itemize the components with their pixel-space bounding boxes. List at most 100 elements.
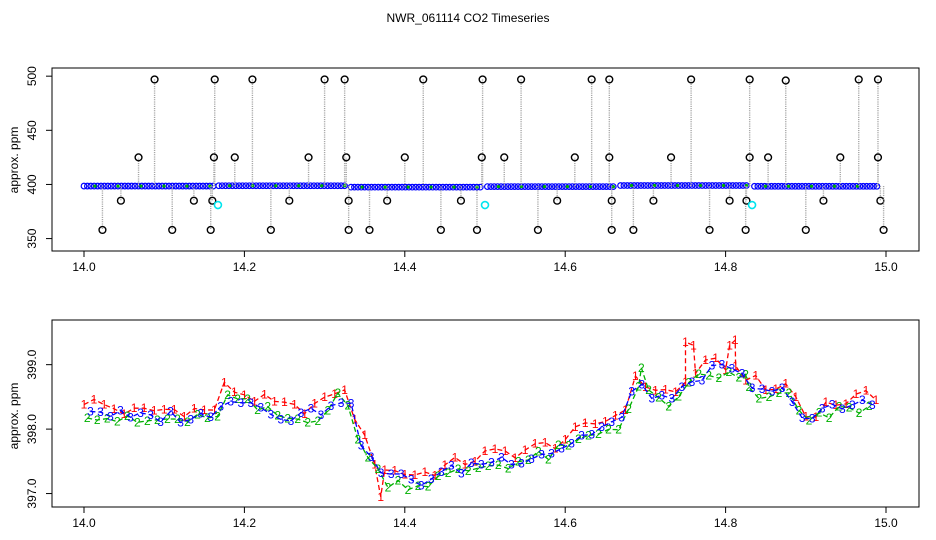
series-1-marker: 1 [562,433,569,447]
series-1-marker: 1 [642,380,649,394]
spike-point [116,196,125,205]
series-3-marker: 3 [598,420,605,434]
series-1-marker: 1 [411,468,418,482]
spike-point [472,225,482,235]
series-2-marker: 2 [234,392,241,406]
series-2-marker: 2 [455,462,462,476]
series-2-marker: 2 [766,390,773,404]
series-1-marker: 1 [542,436,549,450]
baseline-point [436,183,443,191]
baseline-point [334,182,342,190]
series-2-marker: 2 [224,388,231,402]
baseline-point [657,182,665,189]
baseline-point [555,183,563,191]
series-3-marker: 3 [478,457,485,471]
baseline-point [232,182,240,190]
baseline-point [215,182,223,190]
baseline-point [351,183,358,191]
baseline-point [239,182,246,190]
baseline-point [569,183,576,191]
baseline-point [774,182,782,190]
spike-point [208,196,217,205]
series-2-marker: 2 [625,402,632,416]
baseline-point [754,182,762,190]
baseline-point [552,183,559,191]
series-1-marker: 1 [532,437,539,451]
series-2-marker: 2 [244,392,251,406]
bottom-y-axis: 397.0 398.0 399.0 [25,349,52,509]
series-2-marker: 2 [114,415,121,429]
baseline-green-point [139,184,143,188]
series-1-marker: 1 [522,443,529,457]
baseline-point [681,182,689,189]
spike-point [745,75,754,84]
spike-point [607,225,616,235]
series-3-marker: 3 [538,447,545,461]
baseline-point [702,182,709,189]
baseline-point [535,183,542,191]
series-3-marker: 3 [448,458,455,472]
y-tick-label: 500 [25,66,39,86]
spike-point [230,153,239,162]
series-3-marker: 3 [368,450,375,464]
baseline-point [388,183,396,191]
series-1-marker: 1 [602,415,609,429]
baseline-point [732,182,740,189]
baseline-point [603,183,610,191]
series-3-marker: 3 [849,398,856,412]
series-1-marker: 1 [91,392,98,406]
spike-point [516,75,526,84]
series-3-marker: 3 [789,395,796,409]
baseline-point [439,183,447,191]
top-y-axis: 350 400 450 500 [25,66,52,249]
series-2-marker: 2 [475,461,482,475]
spike-point [344,225,353,235]
baseline-point [736,182,743,189]
baseline-point [182,182,190,190]
series-1-marker: 1 [502,444,509,458]
baseline-point [364,183,372,191]
x-tick-label: 14.4 [393,260,417,274]
series-1-marker: 1 [131,401,138,415]
baseline-point [357,183,365,191]
baseline-point [347,183,355,191]
series-3-line [90,363,873,487]
baseline-point [712,182,720,189]
spike-point [342,153,351,162]
baseline-point [866,182,874,190]
baseline-point [558,183,566,191]
baseline-point [218,182,226,190]
baseline-point [381,183,389,191]
series-3-marker: 3 [578,428,585,442]
spike-point [304,153,313,162]
baseline-point [80,182,88,190]
spike-point [365,225,374,235]
series-1-marker: 1 [171,402,178,416]
baseline-point [199,182,207,190]
spike-point [189,196,198,205]
series-2-marker: 2 [746,380,753,394]
series-3-marker: 3 [829,397,836,411]
spike-point [605,75,614,84]
x-tick-label: 14.4 [393,516,417,530]
series-3-marker: 3 [759,382,766,396]
series-2-marker: 2 [385,481,392,495]
series-1-marker: 1 [732,359,739,373]
series-3-marker: 3 [438,465,445,479]
series-1-marker: 1 [782,377,789,391]
baseline-point [541,183,549,191]
series-1-marker: 1 [111,402,118,416]
spike-point [605,153,614,162]
baseline-point [842,182,850,190]
top-x-axis: 14.0 14.2 14.4 14.6 14.8 15.0 [72,251,898,274]
series-1-marker: 1 [121,407,128,421]
series-2-marker: 2 [535,444,542,458]
series-3-marker: 3 [779,381,786,395]
series-3-marker: 3 [87,405,94,419]
baseline-point [579,183,587,191]
spike-point [400,153,409,162]
series-1-marker: 1 [191,401,198,415]
series-3-marker: 3 [288,414,295,428]
series-2-marker: 2 [355,432,362,446]
baseline-point [121,182,129,190]
